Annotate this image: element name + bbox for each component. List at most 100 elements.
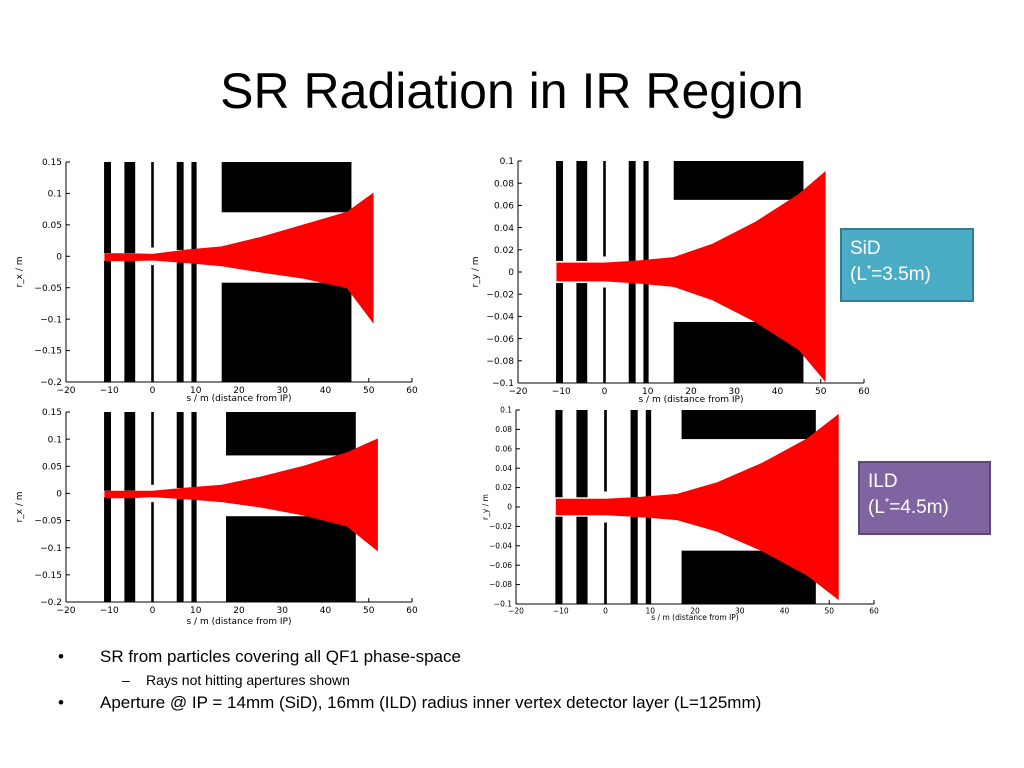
ild-badge-name: ILD (868, 471, 898, 492)
x-tick-label: 10 (645, 607, 655, 616)
x-tick-label: 60 (406, 386, 418, 396)
y-tick-label: −0.15 (34, 347, 62, 357)
y-tick-label: 0 (56, 490, 62, 500)
chart-svg: −20 −10 0 10 20 30 40 50 60 0.15 0.1 0.05 0 −0.05 −0.1… (15, 408, 418, 627)
y-tick-label: −0.08 (486, 357, 514, 367)
plot-sid-horizontal: −20 −10 0 10 20 30 40 50 60 0.15 0.1 0.05 0 −0.05 −0.1… (0, 150, 430, 405)
aperture-upper (645, 410, 652, 498)
y-tick-label: 0.06 (494, 202, 514, 212)
x-tick-label: 0 (150, 606, 156, 616)
aperture-lower (104, 497, 111, 602)
aperture-lower (628, 283, 636, 383)
bullet-item: • Aperture @ IP = 14mm (SiD), 16mm (ILD) … (58, 693, 762, 712)
aperture-upper (576, 410, 588, 498)
chart-svg: −20 −10 0 10 20 30 40 50 60 0.1 0.08 0.06 0.04 0.02 0 −… (471, 157, 870, 405)
aperture-lower (226, 516, 356, 602)
aperture-upper (191, 162, 197, 250)
x-tick-label: −20 (57, 386, 76, 396)
aperture-upper (124, 162, 136, 254)
x-axis-label: s / m (distance from IP) (639, 395, 744, 405)
aperture-upper (191, 412, 197, 488)
aperture-lower (104, 260, 111, 382)
x-tick-label: 50 (815, 387, 827, 397)
plot-sid-vertical: −20 −10 0 10 20 30 40 50 60 0.1 0.08 0.06 0.04 0.02 0 −… (460, 150, 880, 410)
y-tick-label: −0.02 (486, 290, 514, 300)
aperture-lower (176, 262, 184, 382)
y-tick-label: 0.08 (495, 425, 512, 434)
y-tick-label: 0.05 (42, 221, 62, 231)
x-tick-label: −20 (57, 606, 76, 616)
aperture-upper (555, 410, 563, 498)
y-tick-label: −0.15 (34, 571, 62, 581)
x-tick-label: 30 (729, 387, 741, 397)
aperture-upper (124, 412, 136, 491)
y-tick-label: 0.15 (42, 408, 62, 418)
aperture-upper (176, 162, 184, 250)
aperture-lower (555, 516, 563, 604)
aperture-lower (124, 497, 136, 602)
y-tick-label: −0.1 (494, 600, 512, 609)
chart-svg: −20 −10 0 10 20 30 40 50 60 0.1 0.08 0.06 0.04 0.02 0 −… (481, 406, 879, 622)
y-tick-label: −0.05 (34, 284, 62, 294)
y-tick-label: −0.1 (40, 315, 62, 325)
aperture-lower (630, 516, 638, 604)
y-tick-label: 0 (56, 252, 62, 262)
aperture-lower (151, 265, 154, 382)
aperture-upper (176, 412, 184, 488)
y-axis-label: r_x / m (15, 491, 25, 522)
plot-ild-horizontal: −20 −10 0 10 20 30 40 50 60 0.15 0.1 0.05 0 −0.05 −0.1… (0, 402, 430, 630)
aperture-upper (104, 162, 111, 254)
y-tick-label: 0.04 (494, 224, 514, 234)
x-tick-label: −20 (509, 387, 528, 397)
chart-svg: −20 −10 0 10 20 30 40 50 60 0.15 0.1 0.05 0 −0.05 −0.1… (15, 158, 418, 404)
y-tick-label: 0 (507, 503, 512, 512)
y-tick-label: −0.04 (489, 541, 512, 550)
y-tick-label: −0.2 (40, 378, 62, 388)
x-tick-label: 0 (602, 387, 608, 397)
y-tick-label: −0.2 (40, 598, 62, 608)
y-tick-label: −0.02 (489, 522, 512, 531)
y-tick-label: 0.1 (48, 190, 62, 200)
x-tick-label: 10 (642, 387, 654, 397)
aperture-lower (176, 498, 184, 602)
x-tick-label: 10 (190, 386, 202, 396)
sid-badge-name: SiD (850, 238, 881, 259)
x-axis-label: s / m (distance from IP) (187, 394, 292, 404)
x-tick-label: 0 (150, 386, 156, 396)
x-tick-label: −10 (100, 606, 119, 616)
x-tick-label: 40 (772, 387, 784, 397)
aperture-lower (151, 502, 154, 602)
aperture-upper (221, 162, 352, 213)
y-tick-label: −0.08 (489, 580, 512, 589)
aperture-upper (681, 410, 816, 440)
aperture-lower (604, 522, 607, 604)
y-tick-label: 0.05 (42, 462, 62, 472)
aperture-lower (221, 282, 352, 382)
x-tick-label: 20 (233, 606, 245, 616)
x-tick-label: 60 (406, 606, 418, 616)
slide-title: SR Radiation in IR Region (220, 63, 804, 119)
aperture-lower (556, 283, 563, 383)
aperture-upper (226, 412, 356, 456)
x-tick-label: 20 (685, 387, 697, 397)
y-tick-label: 0.1 (500, 406, 512, 415)
y-tick-label: 0.1 (48, 435, 62, 445)
bullet-list: • SR from particles covering all QF1 phas… (58, 646, 998, 716)
ild-badge: ILD (L*=4.5m) (858, 461, 991, 535)
plot-ild-vertical: −20 −10 0 10 20 30 40 50 60 0.1 0.08 0.06 0.04 0.02 0 −… (460, 400, 890, 628)
aperture-upper (556, 161, 563, 261)
y-tick-label: 0.02 (494, 246, 514, 256)
aperture-upper (604, 410, 607, 492)
aperture-lower (191, 498, 197, 602)
x-tick-label: −10 (100, 386, 119, 396)
x-tick-label: 20 (690, 607, 700, 616)
sr-fan (555, 413, 839, 601)
y-tick-label: −0.05 (34, 517, 62, 527)
sid-badge: SiD (L*=3.5m) (840, 228, 974, 302)
aperture-upper (630, 410, 638, 498)
sr-fan (104, 438, 378, 552)
x-tick-label: 50 (824, 607, 834, 616)
y-tick-label: 0.08 (494, 179, 514, 189)
aperture-upper (673, 161, 804, 200)
x-tick-label: −10 (552, 387, 571, 397)
